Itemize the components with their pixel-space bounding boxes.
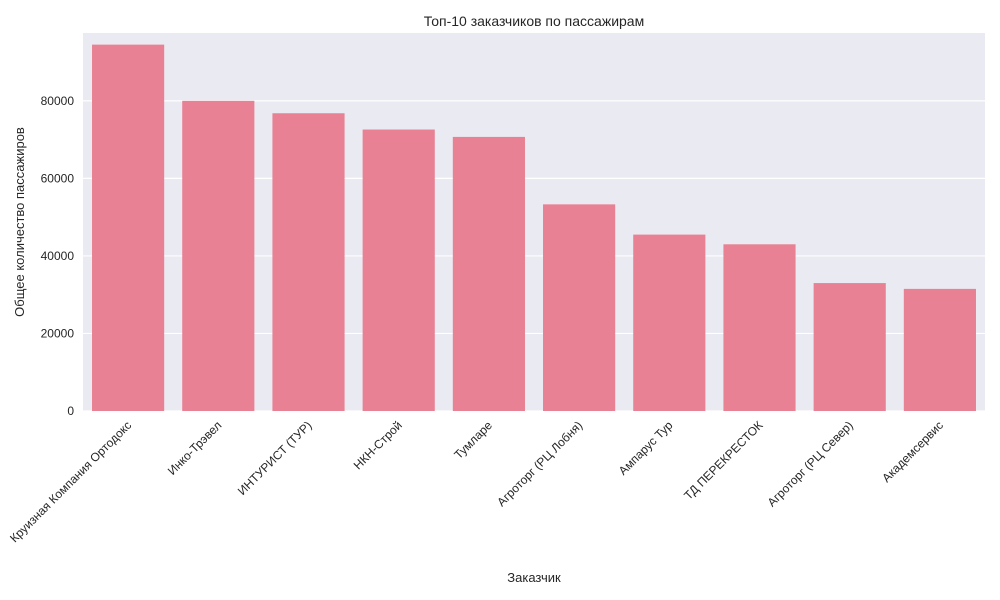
y-tick-label: 40000 [41, 249, 75, 263]
bar [182, 100, 255, 411]
bar [813, 283, 886, 411]
y-tick-label: 0 [67, 404, 74, 418]
x-tick-label: Ампарус Тур [616, 418, 676, 478]
bar [272, 113, 345, 411]
x-tick-label: Академсервис [879, 418, 946, 485]
bar [633, 234, 706, 411]
bar [92, 44, 165, 411]
y-tick-label: 20000 [41, 326, 75, 340]
x-axis-label: Заказчик [507, 570, 561, 585]
y-axis-ticks: 0 20000 40000 60000 80000 [41, 94, 75, 418]
x-tick-label: НКН-Строй [351, 418, 405, 472]
bar [723, 244, 796, 411]
chart-title: Топ-10 заказчиков по пассажирам [424, 13, 644, 29]
x-tick-label: Инко-Трэвел [165, 418, 225, 478]
y-axis-label: Общее количество пассажиров [12, 127, 27, 317]
bar [362, 129, 435, 411]
bars [92, 44, 976, 411]
bar [452, 136, 525, 411]
x-tick-label: Агроторг (РЦ Лобня) [494, 418, 585, 509]
x-tick-label: Агроторг (РЦ Север) [765, 418, 856, 509]
x-axis-ticks: Круизная Компания Ортодокс Инко-Трэвел ИНТ… [7, 418, 946, 545]
x-tick-label: ИНТУРИСТ (ТУР) [235, 418, 315, 498]
x-tick-label: Круизная Компания Ортодокс [7, 418, 134, 545]
bar [903, 288, 976, 411]
x-tick-label: ТД ПЕРЕКРЕСТОК [681, 418, 765, 502]
bar [543, 204, 616, 411]
y-tick-label: 80000 [41, 94, 75, 108]
x-tick-label: Тумларе [451, 418, 495, 462]
y-tick-label: 60000 [41, 171, 75, 185]
